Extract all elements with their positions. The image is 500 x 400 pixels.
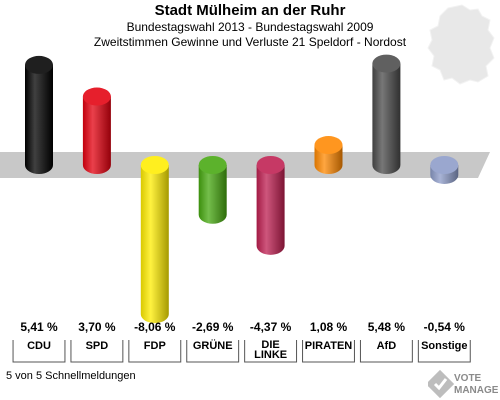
category-label: PIRATEN	[305, 340, 353, 352]
bar-cdu	[25, 55, 53, 174]
bar-spd	[82, 87, 111, 174]
category-bracket	[12, 340, 66, 363]
logo-text-manager: MANAGER	[454, 385, 498, 396]
category-bracket	[186, 340, 240, 363]
category-bracket	[128, 340, 182, 363]
baseline-plane	[0, 152, 490, 178]
chart-subtitle-district: Zweitstimmen Gewinne und Verluste 21 Spe…	[93, 35, 407, 49]
status-footer: 5 von 5 Schnellmeldungen	[6, 370, 136, 382]
category-label: AfD	[377, 340, 397, 352]
value-label: 3,70 %	[78, 320, 116, 334]
category-label: FDP	[144, 340, 166, 352]
chart-header: Stadt Mülheim an der Ruhr Bundestagswahl…	[0, 2, 500, 50]
category-label: DIE	[261, 339, 279, 351]
category-bracket	[359, 340, 413, 363]
logo-text-vote: VOTE	[454, 373, 482, 384]
germany-map-icon	[427, 4, 495, 85]
category-label: CDU	[27, 340, 51, 352]
bar-sonstige	[430, 156, 459, 184]
chart-subtitle-election: Bundestagswahl 2013 - Bundestagswahl 200…	[126, 20, 374, 34]
category-bracket	[417, 340, 471, 363]
value-label: -0,54 %	[424, 320, 466, 334]
bar-afd	[372, 54, 401, 175]
category-label: Sonstige	[421, 340, 467, 352]
chart-title: Stadt Mülheim an der Ruhr	[154, 2, 346, 19]
category-bracket	[70, 340, 124, 363]
checkmark-icon	[433, 378, 448, 391]
value-label: -2,69 %	[192, 320, 234, 334]
value-label: 1,08 %	[310, 320, 348, 334]
value-label: 5,48 %	[368, 320, 406, 334]
bar-piraten	[314, 136, 343, 174]
category-bracket	[302, 340, 355, 363]
bar-die-linke	[256, 156, 285, 255]
bar-grüne	[198, 156, 227, 224]
category-label: LINKE	[254, 349, 287, 361]
bar-fdp	[140, 156, 169, 324]
category-bracket	[244, 340, 298, 363]
value-label: -4,37 %	[250, 320, 292, 334]
vote-manager-logo: VOTE MANAGER	[428, 369, 498, 398]
value-label: 5,41 %	[20, 320, 58, 334]
category-label: SPD	[86, 340, 109, 352]
value-label: -8,06 %	[134, 320, 176, 334]
category-label: GRÜNE	[193, 339, 233, 352]
